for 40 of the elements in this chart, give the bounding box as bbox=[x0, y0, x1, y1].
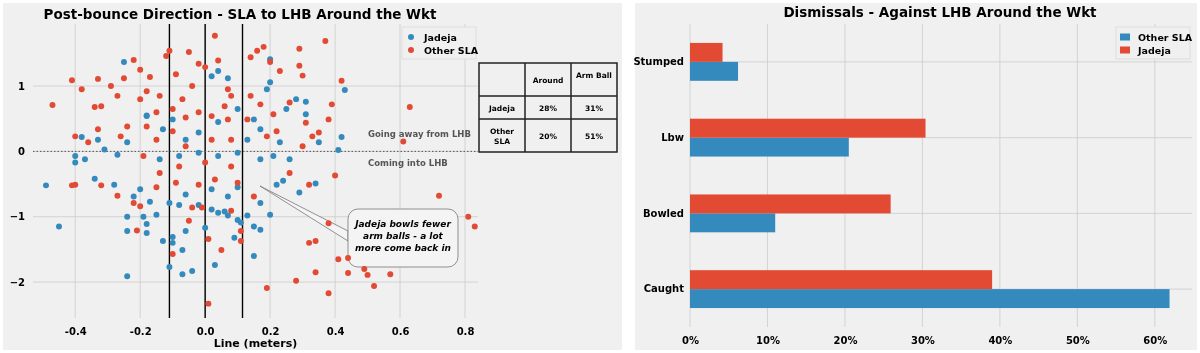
x-tick-label: 50% bbox=[1065, 335, 1090, 347]
y-tick-label: Bowled bbox=[642, 207, 684, 219]
x-tick-label: 0.4 bbox=[326, 326, 345, 338]
annotation: Coming into LHB bbox=[368, 158, 448, 168]
bar bbox=[690, 289, 1170, 309]
bar bbox=[690, 270, 993, 290]
y-tick-label: 0 bbox=[18, 146, 26, 158]
bar bbox=[690, 194, 891, 214]
y-tick-label: Lbw bbox=[661, 131, 684, 143]
x-axis-title: Line (meters) bbox=[213, 337, 298, 350]
y-tick-label: Caught bbox=[643, 283, 685, 295]
bar bbox=[690, 118, 926, 138]
x-tick-label: 0.2 bbox=[261, 326, 280, 338]
y-tick-label: 1 bbox=[18, 80, 26, 92]
legend-label: Jadeja bbox=[1137, 44, 1171, 56]
x-tick-label: 40% bbox=[988, 335, 1013, 347]
bar bbox=[690, 213, 776, 233]
y-tick-label: −2 bbox=[9, 276, 26, 288]
y-tick-label: Stumped bbox=[633, 56, 684, 68]
legend-label: Other SLA bbox=[1138, 31, 1193, 43]
annotation: Going away from LHB bbox=[368, 129, 471, 139]
bar bbox=[690, 42, 723, 62]
x-tick-label: 60% bbox=[1143, 335, 1168, 347]
x-tick-label: -0.4 bbox=[64, 326, 87, 338]
x-tick-label: 0.6 bbox=[391, 326, 410, 338]
x-tick-label: 0.0 bbox=[196, 326, 215, 338]
annotation: Jadeja bowls fewer arm balls - a lot more come back in bbox=[353, 219, 452, 253]
x-tick-label: 0% bbox=[682, 335, 699, 347]
bar bbox=[690, 61, 739, 81]
legend-label: Other SLA bbox=[424, 44, 479, 56]
chart-title: Dismissals - Against LHB Around the Wkt bbox=[783, 4, 1098, 20]
x-tick-label: 30% bbox=[910, 335, 935, 347]
chart-title: Post-bounce Direction - SLA to LHB Around the Wkt bbox=[43, 6, 437, 22]
x-tick-label: -0.2 bbox=[129, 326, 152, 338]
bar bbox=[690, 137, 849, 157]
y-tick-label: −1 bbox=[9, 211, 26, 223]
x-tick-label: 0.8 bbox=[456, 326, 475, 338]
x-tick-label: 10% bbox=[756, 335, 780, 347]
legend-label: Jadeja bbox=[423, 31, 457, 43]
x-tick-label: 20% bbox=[833, 335, 858, 347]
